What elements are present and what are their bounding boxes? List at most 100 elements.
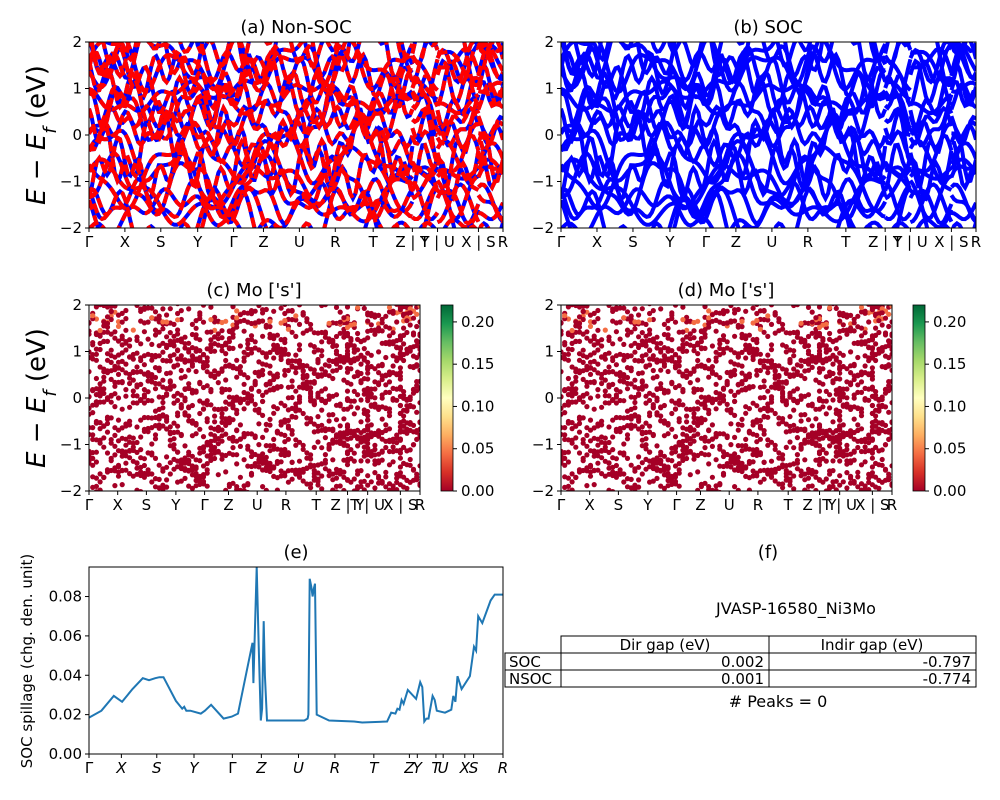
ytick-label: 0 [72, 126, 82, 144]
projection-point [308, 456, 314, 462]
projection-point [844, 331, 850, 337]
projection-point [219, 328, 225, 334]
projection-point [241, 457, 247, 463]
projection-point [761, 308, 767, 314]
projection-point [661, 361, 668, 367]
projection-point [606, 449, 612, 455]
projection-point [97, 346, 103, 353]
projection-point [654, 455, 660, 461]
band-line [908, 58, 953, 107]
projection-point [112, 443, 118, 449]
ytick-label: 1 [544, 80, 554, 98]
projection-point [632, 384, 638, 390]
projection-point [256, 359, 262, 365]
projection-point [293, 414, 299, 420]
band-line [884, 180, 913, 222]
projection-point [636, 391, 642, 397]
colorbar-tick-label: 0.20 [933, 313, 966, 331]
projection-point [676, 416, 682, 422]
projection-point [621, 357, 627, 363]
projection-point [639, 379, 645, 385]
projection-point [368, 391, 374, 397]
projection-point [851, 449, 857, 455]
projection-point [695, 351, 701, 357]
projection-point [661, 472, 668, 478]
projection-point [805, 367, 812, 373]
projection-point [837, 359, 843, 365]
table-cell: 0.001 [721, 670, 764, 688]
projection-point [772, 442, 778, 448]
ytick-label: −1 [60, 173, 82, 191]
projection-point [372, 395, 378, 401]
projection-point [621, 305, 627, 311]
projection-point [866, 397, 872, 403]
projection-point [101, 474, 107, 481]
projection-point [780, 416, 786, 422]
table-cell: -0.797 [923, 653, 971, 671]
projection-point [383, 382, 389, 388]
projection-point [108, 316, 114, 323]
projection-point [204, 461, 210, 467]
projection-point [333, 466, 340, 472]
projection-point [407, 456, 413, 463]
xtick-label: Γ [228, 759, 237, 777]
xtick-label: T | U [349, 496, 385, 514]
ytick-label: −1 [532, 173, 554, 191]
ytick-label: 1 [544, 343, 554, 361]
projection-point [889, 400, 892, 406]
projection-point [669, 398, 675, 404]
band-line-nonsoc [411, 90, 440, 133]
projection-point [348, 336, 354, 342]
projection-point [628, 353, 634, 359]
projection-point [882, 315, 889, 321]
projection-point [750, 400, 756, 406]
projection-point [322, 460, 328, 466]
projection-point [417, 305, 420, 309]
xtick-label: S [628, 233, 638, 251]
projection-point [115, 312, 122, 318]
projection-point [820, 366, 826, 372]
projection-point [186, 458, 192, 464]
projection-point [226, 387, 232, 393]
projection-point [647, 397, 653, 403]
projection-point [591, 358, 597, 364]
projection-point [285, 367, 291, 374]
projection-point [245, 345, 251, 351]
projection-point [565, 418, 572, 425]
projection-point [134, 460, 140, 466]
projection-point [361, 487, 367, 491]
projection-point [639, 460, 645, 466]
projection-point [368, 310, 374, 317]
projection-point [248, 308, 255, 314]
projection-point [632, 482, 638, 488]
projection-point [407, 447, 413, 453]
projection-point [650, 337, 656, 343]
projection-point [816, 396, 823, 402]
projection-point [130, 356, 136, 362]
projection-point [149, 357, 155, 363]
projection-point [855, 484, 861, 490]
projection-point [720, 333, 727, 339]
projection-point [296, 439, 303, 445]
projection-point [830, 370, 836, 377]
projection-point [754, 339, 760, 346]
projection-point [561, 369, 564, 375]
projection-point [610, 341, 616, 347]
projection-point [141, 394, 147, 400]
projection-point [156, 476, 162, 482]
projection-point [823, 321, 829, 327]
projection-point [383, 474, 389, 480]
band-line-nonsoc [435, 58, 480, 107]
projection-point [182, 359, 188, 365]
projection-point [197, 473, 203, 479]
projection-point [610, 455, 616, 461]
projection-point [341, 440, 347, 446]
projection-point [160, 405, 166, 411]
projection-point [93, 483, 99, 489]
projection-point [617, 336, 623, 342]
projection-point [141, 329, 147, 335]
projection-point [152, 436, 159, 442]
projection-point [869, 305, 875, 309]
